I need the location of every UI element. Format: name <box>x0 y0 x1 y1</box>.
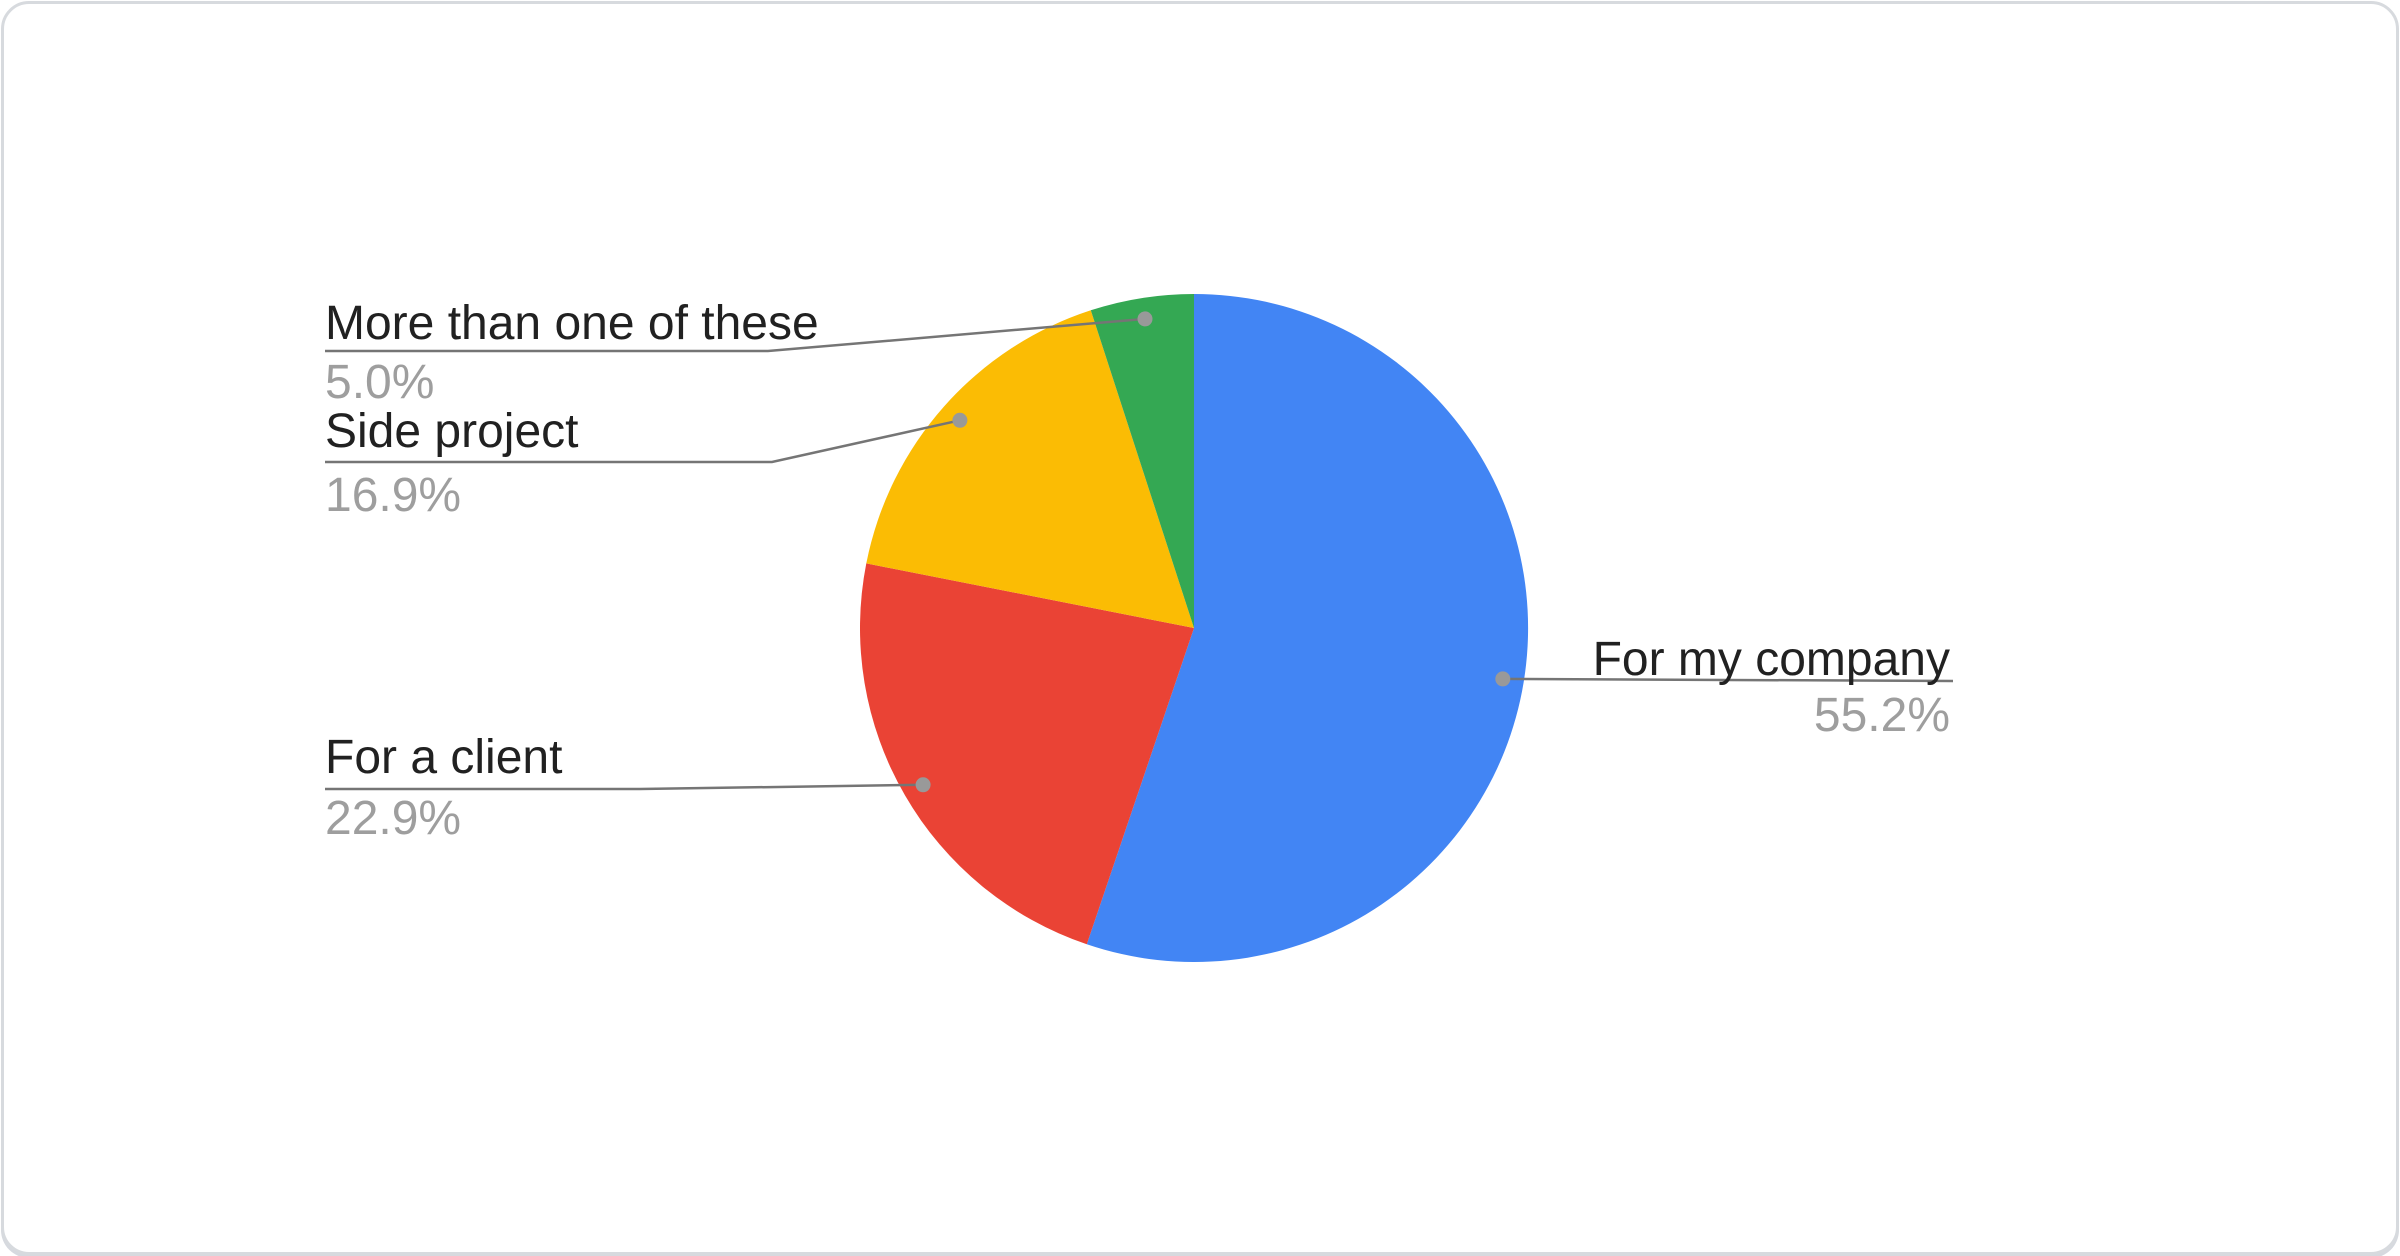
callout-dot-more-than-one-of-these <box>1137 311 1153 327</box>
callout-dot-side-project <box>952 412 968 428</box>
slice-name: More than one of these <box>325 297 819 350</box>
slice-name: Side project <box>325 405 579 458</box>
slice-percent: 22.9% <box>325 792 462 845</box>
slice-name: For a client <box>325 731 563 784</box>
slice-percent: 55.2% <box>1813 689 1950 742</box>
slice-label-for-my-company: For my company 55.2% <box>1593 636 1950 740</box>
slice-label-side-project: Side project 16.9% <box>325 408 578 520</box>
slice-name: For my company <box>1592 633 1950 686</box>
callout-line-more-than-one-of-these <box>325 317 1146 353</box>
pie-slice-for-a-client <box>859 563 1194 945</box>
pie-slice-more-than-one-of-these <box>1090 293 1194 628</box>
callout-dot-for-my-company <box>1495 671 1511 687</box>
callout-dot-for-a-client <box>915 777 931 793</box>
pie-slice-side-project <box>866 310 1194 628</box>
slice-label-for-a-client: For a client 22.9% <box>325 734 562 843</box>
pie-slice-for-my-company <box>1086 294 1529 962</box>
callout-line-for-my-company <box>1502 677 1954 683</box>
slice-label-more-than-one-of-these: More than one of these 5.0% <box>325 300 819 407</box>
callout-line-for-a-client <box>325 783 924 791</box>
slice-percent: 5.0% <box>325 356 435 409</box>
callout-line-side-project <box>325 419 961 464</box>
slice-percent: 16.9% <box>325 469 462 522</box>
